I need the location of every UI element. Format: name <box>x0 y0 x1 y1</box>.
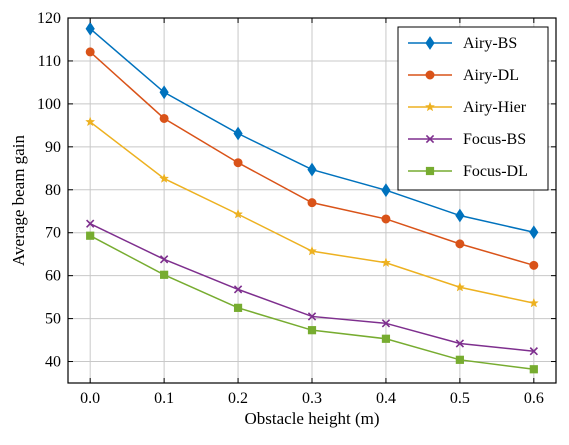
series-layer <box>85 21 539 374</box>
legend-item: Focus-BS <box>408 131 526 148</box>
legend-marker <box>425 134 435 144</box>
y-tick-label: 70 <box>45 225 61 242</box>
legend-label: Airy-Hier <box>463 99 527 116</box>
x-tick-label: 0.4 <box>376 390 396 407</box>
y-tick-label: 40 <box>45 354 61 371</box>
x-tick-label: 0.1 <box>154 390 174 407</box>
legend-label: Airy-DL <box>463 67 519 84</box>
legend-label: Airy-BS <box>463 35 517 52</box>
legend-item: Airy-DL <box>408 67 519 84</box>
data-point <box>529 260 539 270</box>
data-point <box>381 334 391 343</box>
data-point <box>455 355 464 364</box>
x-axis-label: Obstacle height (m) <box>244 409 379 428</box>
series-airy-dl <box>85 47 539 270</box>
x-tick-label: 0.2 <box>228 390 248 407</box>
data-point <box>529 365 538 374</box>
series-airy-bs <box>85 21 539 240</box>
y-tick-label: 100 <box>37 96 61 113</box>
legend-marker <box>425 70 435 80</box>
data-point <box>307 162 317 177</box>
data-point <box>85 47 95 57</box>
legend: Airy-BS Airy-DL Airy-Hier Focus-BS Focus-DL <box>397 26 549 191</box>
legend-label: Focus-DL <box>463 163 528 180</box>
data-point <box>306 245 318 256</box>
data-point <box>307 198 317 208</box>
data-point <box>381 319 391 328</box>
data-point <box>159 255 169 264</box>
data-point <box>455 239 465 249</box>
series-focus-dl <box>86 231 538 374</box>
legend-marker <box>424 101 436 112</box>
y-tick-label: 50 <box>45 311 61 328</box>
data-point <box>85 21 95 36</box>
data-point <box>381 183 391 198</box>
data-point <box>159 85 169 100</box>
data-point <box>160 270 169 279</box>
data-point <box>381 214 391 224</box>
legend-box <box>397 26 549 191</box>
data-point <box>454 281 465 292</box>
data-point <box>233 158 243 168</box>
x-tick-label: 0.0 <box>80 390 100 407</box>
series-airy-hier <box>85 116 539 308</box>
y-tick-label: 120 <box>37 10 61 27</box>
data-point <box>307 326 317 335</box>
legend-item: Focus-DL <box>408 163 528 180</box>
legend-marker <box>425 36 435 50</box>
grid <box>68 17 556 383</box>
data-point <box>455 208 465 223</box>
y-tick-label: 110 <box>38 53 61 70</box>
y-tick-label: 90 <box>45 139 61 156</box>
legend-label: Focus-BS <box>463 131 526 148</box>
axis-ticks: 0.0 0.1 0.2 0.3 0.4 0.5 0.6 40 50 60 70 80 90 100 110 1… <box>37 10 556 407</box>
x-tick-label: 0.6 <box>524 390 544 407</box>
y-axis-label: Average beam gain <box>9 135 28 266</box>
legend-marker <box>425 166 435 176</box>
data-point <box>159 173 170 183</box>
data-point <box>233 285 243 294</box>
y-tick-label: 60 <box>45 268 61 285</box>
data-point <box>159 113 169 123</box>
data-point <box>86 219 95 228</box>
y-tick-label: 80 <box>45 182 61 199</box>
data-point <box>86 231 95 240</box>
data-point <box>233 126 243 141</box>
x-tick-label: 0.3 <box>302 390 322 407</box>
data-point <box>307 312 317 321</box>
data-point <box>232 208 244 219</box>
data-point <box>528 297 539 308</box>
data-point <box>529 347 538 356</box>
data-point <box>233 303 243 312</box>
data-point <box>455 339 465 348</box>
legend-item: Airy-Hier <box>408 99 527 116</box>
data-point <box>85 116 96 127</box>
legend-item: Airy-BS <box>408 35 517 52</box>
x-tick-label: 0.5 <box>450 390 470 407</box>
data-point <box>380 257 392 268</box>
data-point <box>529 225 539 240</box>
series-focus-bs <box>86 219 538 356</box>
